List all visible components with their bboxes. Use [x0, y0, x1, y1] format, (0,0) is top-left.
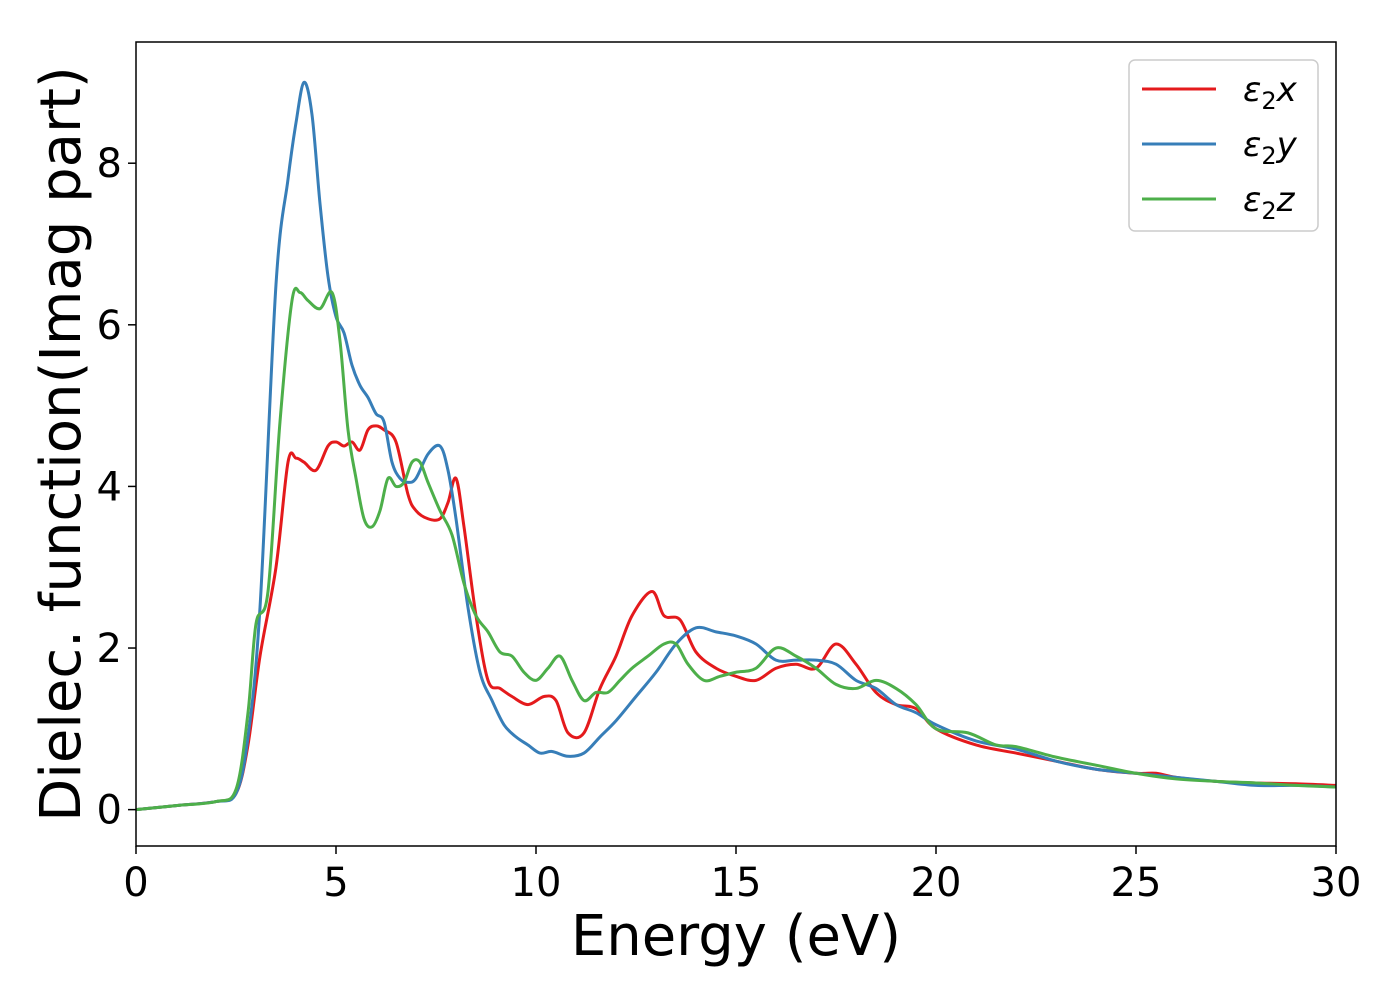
series-line-x: [135, 424, 1337, 812]
y-tick-label: 6: [97, 303, 122, 349]
y-axis-label: Dielec. function(Imag part): [29, 66, 94, 822]
x-axis-label: Energy (eV): [571, 904, 901, 969]
legend-label-x: ε2x: [1243, 70, 1298, 115]
y-axis-ticks: 0 2 4 6 8: [97, 141, 136, 834]
y-tick-label: 2: [97, 626, 122, 672]
legend: ε2x ε2y ε2z: [1128, 59, 1319, 232]
x-tick-label: 15: [711, 860, 762, 906]
legend-label-z: ε2z: [1243, 180, 1296, 225]
x-tick-label: 5: [323, 860, 348, 906]
y-tick-label: 0: [97, 788, 122, 834]
plot-lines: [135, 80, 1337, 812]
series-line-z: [135, 286, 1337, 812]
series-line-y: [135, 80, 1337, 812]
x-tick-label: 0: [123, 860, 148, 906]
y-tick-label: 4: [97, 464, 122, 510]
x-tick-label: 30: [1311, 860, 1362, 906]
legend-label-y: ε2y: [1243, 125, 1298, 170]
x-tick-label: 20: [911, 860, 962, 906]
x-axis-ticks: 0 5 10 15 20 25 30: [123, 846, 1361, 906]
x-tick-label: 25: [1111, 860, 1162, 906]
y-tick-label: 8: [97, 141, 122, 187]
x-tick-label: 10: [511, 860, 562, 906]
legend-box: [1128, 59, 1319, 232]
